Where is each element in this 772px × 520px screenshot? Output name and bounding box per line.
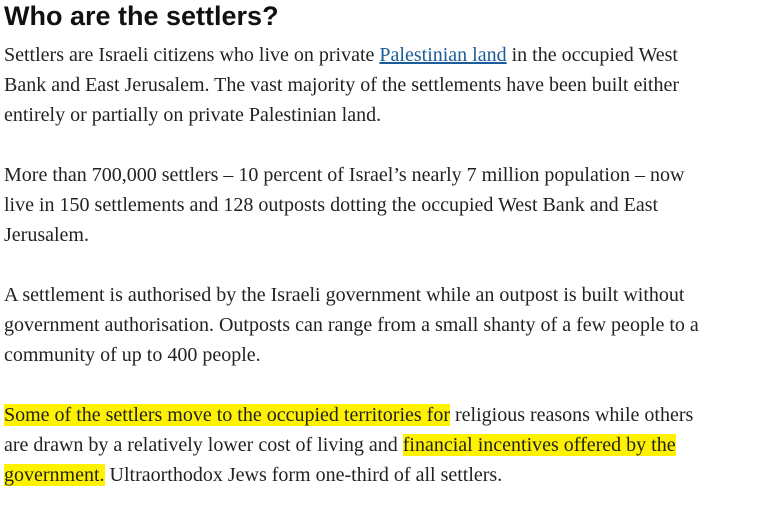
- text-line: community of up to 400 people.: [4, 340, 770, 370]
- text: live in 150 settlements and 128 outposts…: [4, 194, 659, 216]
- heading: Who are the settlers?: [4, 1, 279, 31]
- text-line: A settlement is authorised by the Israel…: [4, 280, 770, 310]
- text: in the occupied West: [506, 44, 678, 66]
- text-line: Some of the settlers move to the occupie…: [4, 400, 770, 430]
- text: Ultraorthodox Jews form one-third of all…: [104, 464, 503, 486]
- text: More than 700,000 settlers – 10 percent …: [4, 164, 685, 186]
- text-line: live in 150 settlements and 128 outposts…: [4, 190, 770, 220]
- text-line: More than 700,000 settlers – 10 percent …: [4, 160, 770, 190]
- paragraph: A settlement is authorised by the Israel…: [4, 280, 770, 370]
- text: Bank and East Jerusalem. The vast majori…: [4, 74, 679, 96]
- text: Settlers are Israeli citizens who live o…: [4, 44, 380, 66]
- paragraph: More than 700,000 settlers – 10 percent …: [4, 160, 770, 250]
- text: A settlement is authorised by the Israel…: [4, 284, 685, 306]
- paragraph: Some of the settlers move to the occupie…: [4, 400, 770, 490]
- article: Who are the settlers? Settlers are Israe…: [4, 0, 770, 520]
- text: community of up to 400 people.: [4, 344, 261, 366]
- text-line: Settlers are Israeli citizens who live o…: [4, 40, 770, 70]
- link[interactable]: Palestinian land: [379, 44, 507, 66]
- paragraph: Settlers are Israeli citizens who live o…: [4, 40, 770, 130]
- text-line: Jerusalem.: [4, 220, 770, 250]
- page: Who are the settlers? Settlers are Israe…: [4, 1, 699, 486]
- highlighted-text: Some of the settlers move to the occupie…: [4, 404, 450, 426]
- text-line: entirely or partially on private Palesti…: [4, 100, 770, 130]
- highlighted-text: financial incentives offered by the: [402, 434, 676, 456]
- text-line: government. Ultraorthodox Jews form one-…: [4, 460, 770, 490]
- text: religious reasons while others: [449, 404, 694, 426]
- text-line: government authorisation. Outposts can r…: [4, 310, 770, 340]
- text: Jerusalem.: [4, 224, 89, 246]
- text: are drawn by a relatively lower cost of …: [4, 434, 403, 456]
- highlighted-text: government.: [4, 464, 105, 486]
- text-line: Bank and East Jerusalem. The vast majori…: [4, 70, 770, 100]
- text-line: are drawn by a relatively lower cost of …: [4, 430, 770, 460]
- text: entirely or partially on private Palesti…: [4, 104, 382, 126]
- text: government authorisation. Outposts can r…: [4, 314, 699, 336]
